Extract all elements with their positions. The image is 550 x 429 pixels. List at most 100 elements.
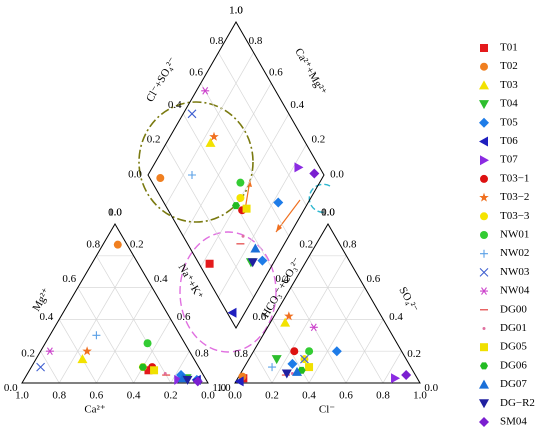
grid-line — [133, 319, 172, 384]
tick-label: 0.6 — [189, 66, 203, 78]
legend-marker — [479, 379, 489, 389]
group-circle — [179, 231, 277, 353]
axis-label: Ca²⁺+Mg²⁺ — [292, 46, 328, 97]
anion-point — [234, 376, 244, 387]
tick-label: 0.0 — [228, 390, 242, 402]
tick-label: 0.2 — [147, 134, 161, 146]
tick-label: 0.0 — [321, 207, 335, 219]
grid-line — [200, 83, 290, 237]
tick-label: 0.0 — [108, 207, 122, 219]
anion-point — [309, 323, 318, 332]
tick-label: 1.0 — [108, 207, 122, 219]
axis-label: Mg²⁺ — [30, 286, 53, 313]
grid-line — [290, 287, 347, 384]
tick-label: 0.8 — [86, 239, 100, 251]
grid-line — [170, 351, 190, 384]
anion-point — [331, 346, 342, 357]
diamond-point — [156, 174, 165, 183]
legend-label: T06 — [500, 135, 518, 147]
tick-label: 0.2 — [265, 390, 279, 402]
axis-label: Cl⁻+SO₄²⁻ — [144, 55, 179, 104]
diamond-point — [232, 202, 240, 210]
tick-label: 0.4 — [302, 390, 316, 402]
legend-marker — [480, 62, 488, 71]
tick-label: 0.2 — [311, 134, 325, 146]
legend-label: T03−3 — [500, 210, 530, 222]
anion-point — [290, 347, 299, 356]
tick-label: 0.6 — [177, 311, 191, 323]
anion-point — [300, 354, 309, 364]
anion-point — [271, 355, 282, 365]
diamond-point — [188, 171, 196, 179]
diamond-point — [241, 234, 245, 238]
arrow-head — [247, 180, 252, 187]
legend-label: T04 — [500, 98, 518, 110]
tick-label: 0.2 — [130, 239, 144, 251]
tick-label: 0.4 — [168, 99, 182, 111]
diamond-point — [187, 109, 197, 119]
legend-marker — [482, 327, 486, 330]
group-circle — [308, 183, 331, 213]
diamond-point — [257, 255, 268, 266]
grid-line — [96, 287, 153, 384]
cation-point — [163, 371, 167, 375]
cation-point — [144, 366, 153, 375]
diamond-point — [309, 168, 320, 179]
grid-line — [218, 144, 307, 298]
anion-point — [305, 363, 314, 372]
grid-line — [382, 351, 402, 384]
tick-label: 0.6 — [90, 390, 104, 402]
grid-line — [253, 351, 273, 384]
legend-marker — [479, 100, 489, 110]
axis-label: Ca²⁺ — [84, 404, 106, 416]
legend-label: DG−R2 — [500, 397, 535, 409]
tick-label: 0.0 — [4, 382, 18, 394]
legend-label: NW01 — [500, 229, 529, 241]
tick-label: 0.0 — [201, 390, 215, 402]
tick-label: 0.2 — [21, 348, 35, 360]
cation-point — [82, 346, 92, 356]
tick-label: 1.0 — [229, 5, 243, 17]
tick-label: 0.4 — [389, 311, 403, 323]
tick-label: 0.8 — [249, 35, 263, 47]
legend-marker — [480, 287, 488, 295]
legend-label: DG01 — [500, 322, 527, 334]
grid-line — [58, 255, 134, 384]
legend-label: T01 — [500, 42, 518, 54]
anion-point — [305, 347, 314, 356]
grid-line — [165, 144, 254, 298]
legend-label: NW04 — [500, 285, 530, 297]
legend-label: DG07 — [500, 378, 527, 390]
tick-label: 0.4 — [275, 273, 289, 285]
grid-line — [40, 351, 60, 384]
tick-label: 0.8 — [195, 348, 209, 360]
legend-marker — [479, 80, 489, 90]
legend-marker — [480, 362, 488, 370]
anion-point — [401, 370, 412, 381]
tick-label: 0.6 — [269, 66, 283, 78]
legend-marker — [480, 212, 488, 221]
diamond-point — [247, 258, 258, 268]
tick-label: 0.8 — [376, 390, 390, 402]
tick-label: 1.0 — [229, 5, 243, 17]
legend-label: NW03 — [500, 266, 530, 278]
tick-label: 0.0 — [424, 382, 438, 394]
tick-label: 0.8 — [343, 239, 357, 251]
tick-label: 0.2 — [299, 239, 313, 251]
legend-label: T07 — [500, 154, 518, 166]
legend-marker — [480, 231, 488, 239]
tick-label: 0.4 — [127, 390, 141, 402]
legend-marker — [479, 192, 489, 202]
frame — [21, 223, 209, 384]
legend-label: T03 — [500, 79, 518, 91]
anion-point — [391, 373, 401, 384]
grid-line — [200, 113, 290, 267]
grid-line — [182, 83, 272, 237]
cation-point — [92, 331, 101, 340]
grid-line — [165, 52, 254, 206]
tick-label: 1.0 — [413, 390, 427, 402]
tick-label: 0.6 — [253, 311, 267, 323]
tick-label: 0.6 — [62, 273, 76, 285]
legend-marker — [479, 268, 489, 277]
